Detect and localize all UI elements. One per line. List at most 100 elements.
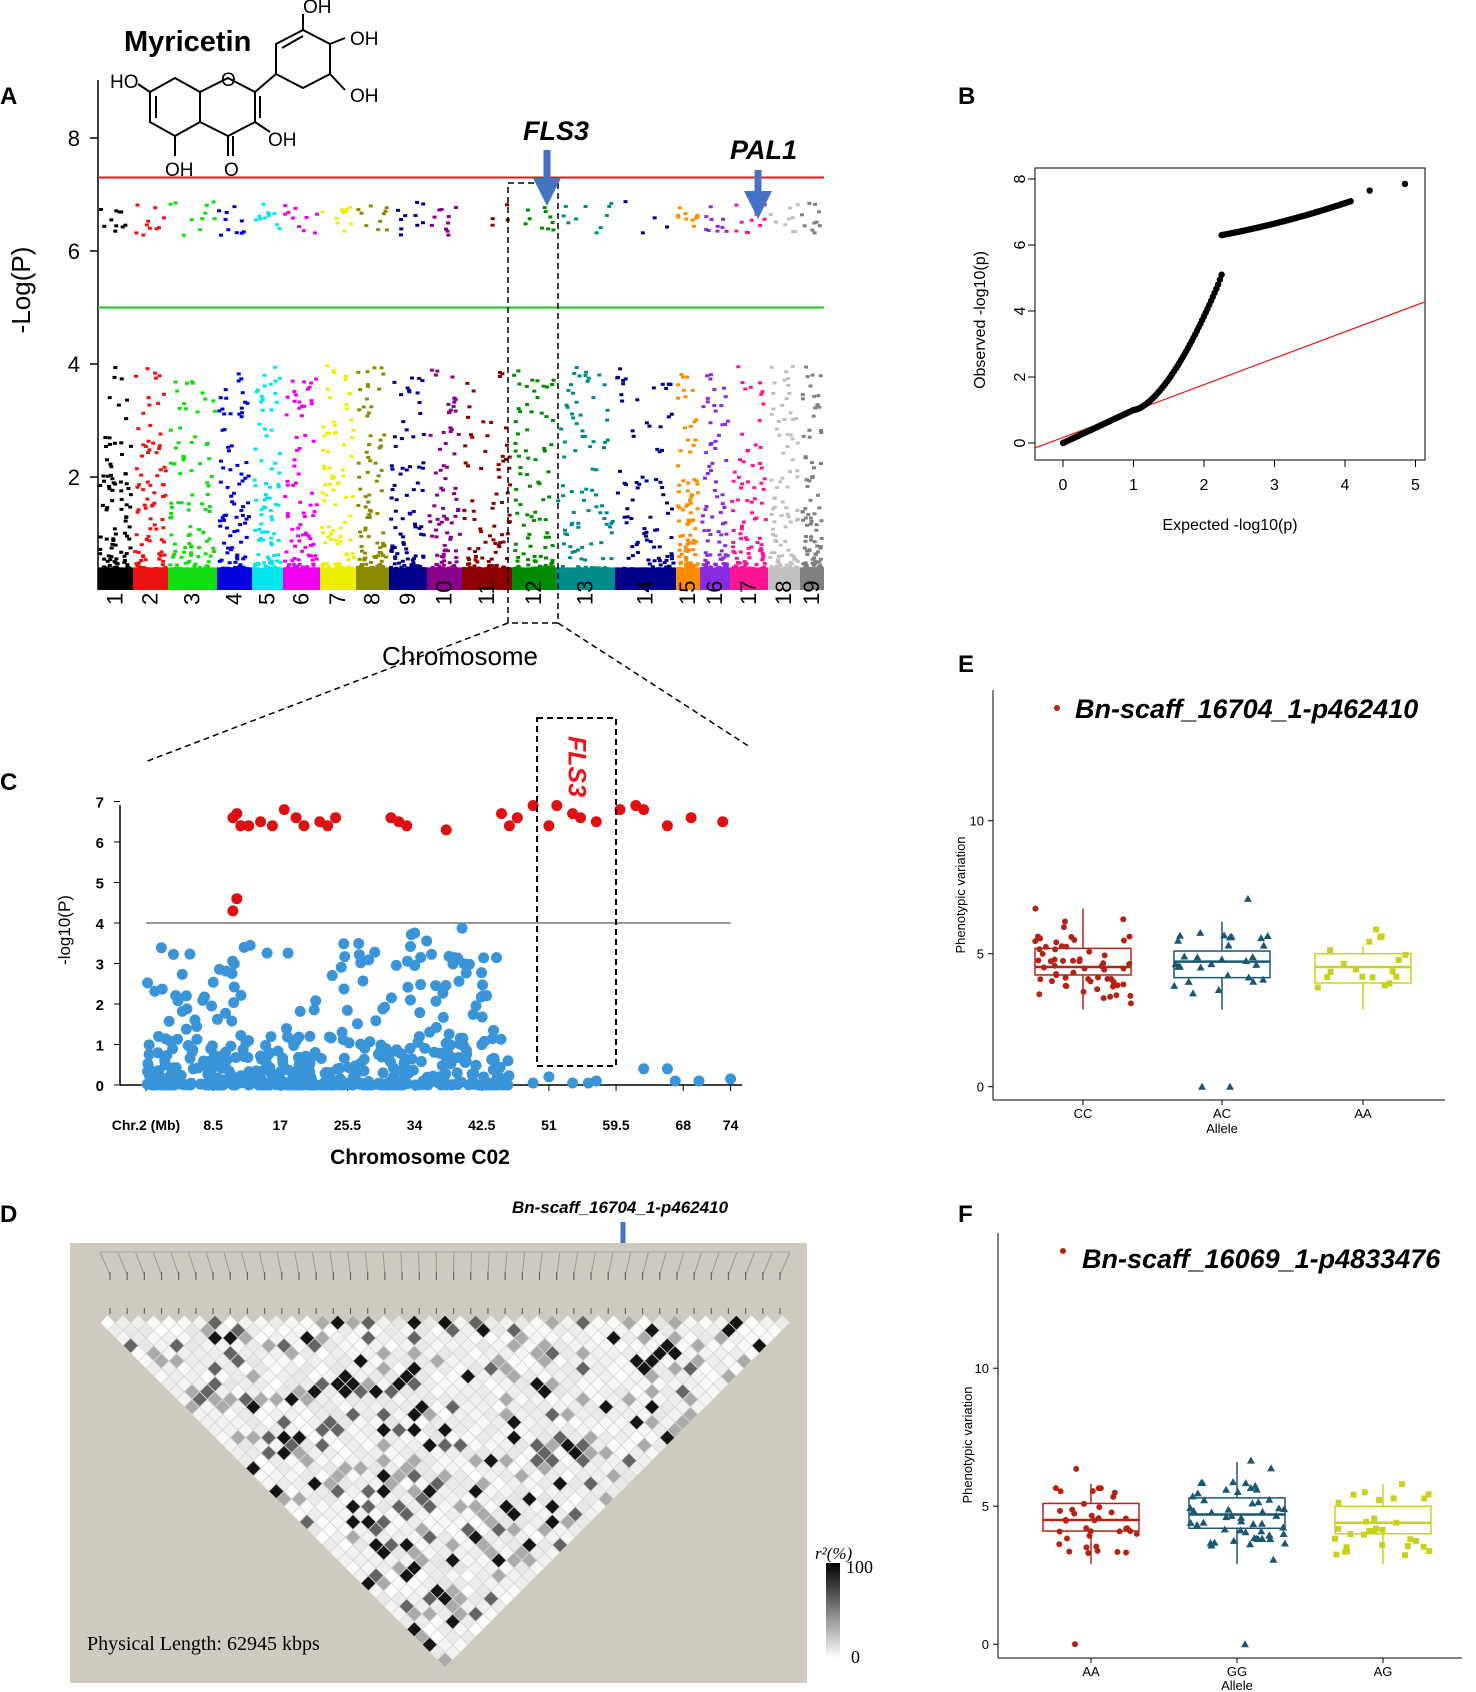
c-x-tick-label: 59.5 — [602, 1117, 629, 1133]
a-snp-point — [297, 406, 302, 410]
c-point — [437, 1011, 449, 1023]
e-point — [1070, 969, 1077, 976]
a-snp-point — [285, 483, 290, 487]
a-snp-point — [731, 509, 736, 513]
a-snp-point — [427, 514, 432, 518]
d-ld-cell — [307, 1368, 323, 1384]
d-ld-cell — [422, 1345, 438, 1361]
a-snp-point — [583, 374, 588, 378]
a-density-band — [730, 567, 768, 590]
c-point — [152, 1047, 164, 1059]
a-snp-point — [462, 517, 467, 521]
d-ld-cell — [491, 1399, 507, 1415]
a-snp-point — [169, 501, 174, 505]
a-snp-point — [404, 428, 409, 432]
a-snp-point — [405, 566, 410, 570]
a-snp-point — [168, 461, 173, 465]
a-snp-point — [817, 405, 822, 409]
a-snp-point — [144, 444, 149, 448]
a-snp-point — [272, 532, 277, 536]
a-sig-point — [293, 206, 298, 210]
d-ld-cell — [245, 1368, 261, 1384]
a-snp-point — [818, 564, 823, 568]
a-snp-point — [110, 488, 115, 492]
d-ld-cell — [391, 1591, 407, 1607]
d-ld-cell — [314, 1376, 330, 1392]
c-point — [467, 1008, 479, 1020]
c-y-tick-label: 4 — [96, 916, 105, 933]
d-ld-cell — [598, 1322, 614, 1338]
d-ld-cell — [429, 1430, 445, 1446]
d-ld-cell — [744, 1330, 760, 1346]
a-sig-point — [691, 224, 696, 228]
d-ld-cell — [345, 1376, 361, 1392]
d-ld-cell — [192, 1361, 208, 1377]
d-ld-cell — [360, 1529, 376, 1545]
a-snp-point — [709, 441, 714, 445]
a-snp-point — [568, 545, 573, 549]
a-snp-point — [720, 522, 725, 526]
a-snp-point — [163, 469, 168, 473]
panel-label-e: E — [958, 651, 974, 678]
a-snp-point — [218, 519, 223, 523]
a-snp-point — [296, 534, 301, 538]
d-snp-line — [187, 1251, 197, 1276]
a-snp-point — [591, 440, 596, 444]
c-x-tick-label: 25.5 — [334, 1117, 361, 1133]
a-snp-point — [348, 538, 353, 542]
d-ld-cell — [322, 1414, 338, 1430]
a-snp-point — [321, 567, 326, 571]
a-snp-point — [98, 535, 103, 539]
d-ld-cell — [322, 1522, 338, 1538]
e-point — [1109, 983, 1116, 990]
d-ld-cell — [345, 1499, 361, 1515]
a-snp-point — [284, 413, 289, 417]
e-point — [1035, 957, 1042, 964]
a-snp-point — [599, 541, 604, 545]
a-sig-point — [286, 210, 291, 214]
d-ld-cell — [192, 1391, 208, 1407]
d-ld-cell — [437, 1361, 453, 1377]
a-snp-point — [808, 384, 813, 388]
a-snp-point — [724, 554, 729, 558]
a-snp-point — [774, 564, 779, 568]
a-snp-point — [103, 444, 108, 448]
a-snp-point — [206, 484, 211, 488]
d-ld-cell — [652, 1407, 668, 1423]
a-snp-point — [401, 542, 406, 546]
f-y-tick-label: 0 — [982, 1637, 989, 1652]
a-sig-point — [695, 213, 700, 217]
a-snp-point — [277, 376, 282, 380]
d-ld-cell — [468, 1483, 484, 1499]
a-snp-point — [780, 476, 785, 480]
a-snp-point — [159, 567, 164, 571]
a-snp-point — [807, 479, 812, 483]
d-ld-cell — [445, 1614, 461, 1630]
a-snp-point — [399, 565, 404, 569]
d-ld-cell — [291, 1322, 307, 1338]
a-sig-point — [721, 217, 726, 221]
a-sig-point — [604, 213, 609, 217]
d-ld-cell — [652, 1422, 668, 1438]
a-snp-point — [706, 561, 711, 565]
a-snp-point — [307, 385, 312, 389]
a-snp-point — [437, 522, 442, 526]
c-point — [353, 949, 365, 961]
c-sig-point — [278, 804, 290, 816]
a-snp-point — [323, 541, 328, 545]
a-snp-point — [343, 375, 348, 379]
d-ld-cell — [345, 1545, 361, 1561]
e-point — [1217, 955, 1226, 963]
d-ld-cell — [475, 1537, 491, 1553]
c-y-tick-label: 2 — [96, 997, 104, 1014]
f-point — [1407, 1536, 1414, 1543]
a-snp-point — [233, 560, 238, 564]
d-ld-cell — [690, 1353, 706, 1369]
a-snp-point — [446, 402, 451, 406]
d-ld-cell — [261, 1384, 277, 1400]
a-snp-point — [610, 519, 615, 523]
a-snp-point — [124, 551, 129, 555]
a-snp-point — [635, 551, 640, 555]
a-snp-point — [454, 556, 459, 560]
c-point — [272, 1045, 284, 1057]
